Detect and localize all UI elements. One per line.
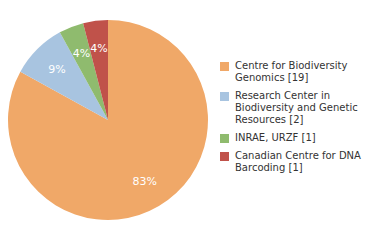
- svg-text:4%: 4%: [90, 42, 107, 55]
- svg-text:9%: 9%: [48, 63, 65, 76]
- svg-text:83%: 83%: [132, 175, 156, 188]
- html-text:Canadian Centre for DNA Barcod: Canadian Centre for DNA Barcoding [1]: [235, 150, 361, 173]
- html-text:Research Center in Biodiversit: Research Center in Biodiversity and Gene…: [235, 90, 358, 125]
- html-text:Centre for Biodiversity Genomi: Centre for Biodiversity Genomics [19]: [235, 60, 348, 83]
- svg-text:4%: 4%: [73, 47, 90, 60]
- html-text:INRAE, URZF [1]: INRAE, URZF [1]: [235, 132, 316, 143]
